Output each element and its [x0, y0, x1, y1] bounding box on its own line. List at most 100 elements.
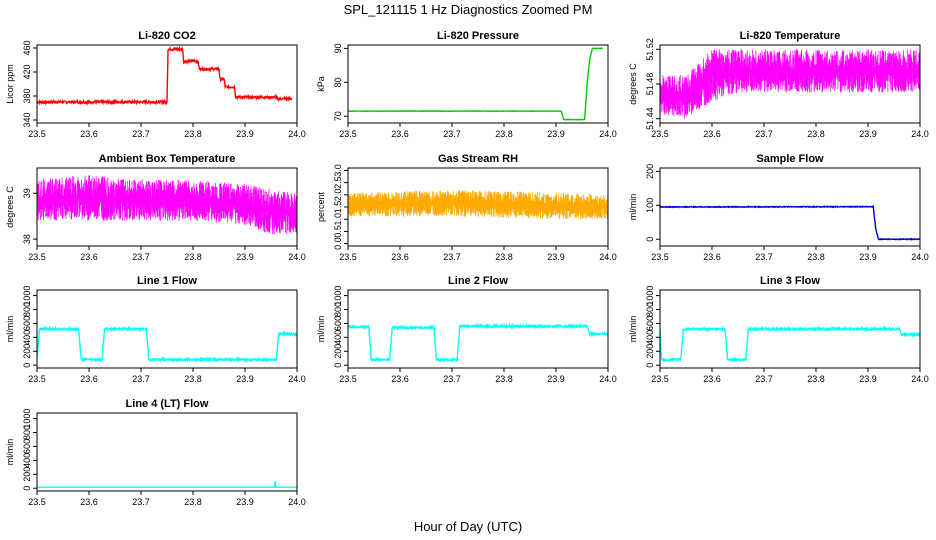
x-tick-label: 23.6: [80, 374, 98, 384]
y-tick-label: 800: [22, 302, 32, 317]
x-tick-label: 24.0: [911, 374, 929, 384]
chart-title: Line 2 Flow: [448, 275, 508, 287]
x-tick-label: 23.8: [807, 374, 825, 384]
x-tick-label: 23.7: [132, 497, 150, 507]
y-axis-label: Licor ppm: [5, 64, 15, 104]
y-axis-label: ml/min: [628, 316, 638, 343]
x-tick-label: 23.5: [339, 129, 357, 139]
x-tick-label: 23.5: [651, 129, 669, 139]
y-tick-label: 1.0: [333, 213, 343, 226]
x-tick-label: 23.9: [547, 374, 565, 384]
x-tick-label: 23.7: [755, 252, 773, 262]
y-tick-label: 1000: [22, 409, 32, 429]
chart-title: Li-820 Temperature: [740, 30, 841, 42]
x-tick-label: 23.7: [132, 252, 150, 262]
series-line: [37, 480, 297, 488]
x-tick-label: 24.0: [911, 252, 929, 262]
x-tick-label: 23.9: [236, 497, 254, 507]
y-tick-label: 0: [333, 363, 343, 368]
y-axis-label: percent: [316, 191, 326, 222]
y-tick-label: 51.48: [645, 73, 655, 96]
x-tick-label: 23.6: [391, 252, 409, 262]
series-line: [348, 47, 603, 121]
x-tick-label: 23.5: [28, 252, 46, 262]
plot-area: [348, 47, 603, 121]
x-tick-label: 23.5: [339, 374, 357, 384]
plot-area: [37, 480, 297, 488]
y-tick-label: 420: [22, 64, 32, 79]
y-tick-label: 600: [22, 316, 32, 331]
x-tick-label: 23.5: [651, 252, 669, 262]
y-tick-label: 400: [22, 453, 32, 468]
y-tick-label: 1.5: [333, 201, 343, 214]
figure-xlabel: Hour of Day (UTC): [414, 519, 522, 534]
x-tick-label: 23.6: [80, 252, 98, 262]
y-tick-label: 0.0: [333, 237, 343, 250]
y-tick-label: 0: [645, 363, 655, 368]
x-tick-label: 23.8: [184, 252, 202, 262]
y-tick-label: 0: [22, 486, 32, 491]
y-axis-label: ml/min: [628, 194, 638, 221]
series-band: [348, 190, 608, 220]
series-line: [348, 322, 608, 364]
y-tick-label: 0: [645, 237, 655, 242]
chart-title: Li-820 Pressure: [437, 30, 519, 42]
x-tick-label: 23.5: [28, 129, 46, 139]
chart-panel: Line 1 Flow 23.5 23.6 23.7 23.8 23.9 24.0 0 2004…: [5, 275, 306, 384]
x-tick-label: 23.6: [80, 497, 98, 507]
chart-title: Line 1 Flow: [137, 275, 197, 287]
plot-area: [348, 190, 608, 220]
plot-area: [37, 325, 297, 364]
series-line: [37, 45, 293, 106]
x-tick-label: 23.5: [28, 374, 46, 384]
plot-area: [660, 49, 920, 119]
x-tick-label: 23.9: [859, 374, 877, 384]
plot-frame: [36, 289, 298, 369]
y-tick-label: 0: [22, 363, 32, 368]
chart-title: Li-820 CO2: [138, 30, 195, 42]
x-tick-label: 23.6: [703, 129, 721, 139]
x-tick-label: 24.0: [599, 374, 617, 384]
x-tick-label: 23.6: [391, 129, 409, 139]
x-tick-label: 23.9: [547, 252, 565, 262]
x-tick-label: 23.7: [755, 129, 773, 139]
x-tick-label: 23.7: [443, 252, 461, 262]
x-tick-label: 24.0: [288, 497, 306, 507]
x-tick-label: 23.9: [859, 129, 877, 139]
x-tick-label: 23.6: [703, 252, 721, 262]
plot-frame: [659, 167, 921, 247]
y-tick-label: 600: [22, 439, 32, 454]
x-tick-label: 24.0: [911, 129, 929, 139]
x-tick-label: 23.5: [651, 374, 669, 384]
y-tick-label: 400: [645, 330, 655, 345]
x-tick-label: 23.9: [236, 252, 254, 262]
x-tick-label: 23.8: [807, 129, 825, 139]
y-tick-label: 38: [22, 234, 32, 244]
y-tick-label: 400: [333, 330, 343, 345]
chart-panel: Sample Flow 23.5 23.6 23.7 23.8 23.9 24.0 0 100 2…: [628, 153, 929, 262]
y-tick-label: 200: [22, 467, 32, 482]
y-tick-label: 51.44: [645, 107, 655, 130]
y-tick-label: 100: [645, 198, 655, 213]
y-tick-label: 800: [645, 302, 655, 317]
x-tick-label: 23.6: [80, 129, 98, 139]
y-axis-label: degrees C: [628, 63, 638, 105]
y-axis-label: ml/min: [5, 439, 15, 466]
chart-panel: Li-820 Temperature 23.5 23.6 23.7 23.8 23.9 24…: [628, 30, 929, 139]
x-tick-label: 24.0: [288, 374, 306, 384]
y-tick-label: 51.52: [645, 38, 655, 61]
plot-area: [37, 175, 297, 235]
chart-panel: Gas Stream RH 23.5 23.6 23.7 23.8 23.9 24.0 0.0…: [316, 153, 617, 262]
chart-panel: Line 3 Flow 23.5 23.6 23.7 23.8 23.9 24.0 0 2004…: [628, 275, 929, 384]
plot-area: [660, 204, 920, 241]
y-tick-label: 340: [22, 112, 32, 127]
y-axis-label: ml/min: [316, 316, 326, 343]
x-tick-label: 23.7: [755, 374, 773, 384]
x-tick-label: 23.9: [547, 129, 565, 139]
y-tick-label: 460: [22, 40, 32, 55]
x-tick-label: 23.7: [443, 129, 461, 139]
chart-panel: Line 4 (LT) Flow 23.5 23.6 23.7 23.8 23.9 24.0…: [5, 398, 306, 507]
x-tick-label: 23.8: [495, 129, 513, 139]
y-tick-label: 200: [645, 344, 655, 359]
plot-frame: [347, 44, 609, 124]
